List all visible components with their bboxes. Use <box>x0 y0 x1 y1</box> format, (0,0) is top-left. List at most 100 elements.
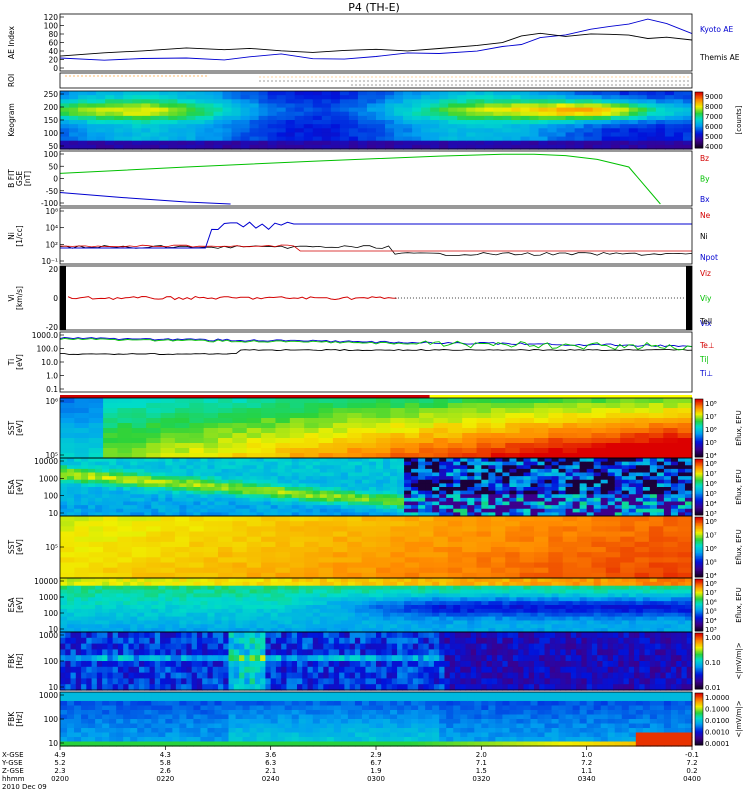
sst-ion-colorbar-step <box>695 568 703 570</box>
esa-ion-heatmap-cell <box>284 593 293 598</box>
keogram-heatmap-cell <box>231 124 242 129</box>
sst-electron-heatmap-cell <box>218 418 233 424</box>
esa-electron-heatmap-cell <box>151 461 159 466</box>
esa-electron-heatmap-cell <box>354 468 363 474</box>
sst-ion-heatmap-cell <box>534 536 549 543</box>
esa-electron-heatmap-cell <box>186 483 195 488</box>
roi-dot <box>667 76 669 78</box>
esa-ion-heatmap <box>60 578 693 633</box>
keogram-heatmap-cell <box>96 136 106 142</box>
roi-dot <box>105 75 107 77</box>
esa-electron-heatmap-cell <box>186 512 195 517</box>
esa-electron-heatmap-cell <box>565 512 574 517</box>
keogram-heatmap-cell <box>538 140 549 146</box>
sst-electron-heatmap-cell <box>419 413 435 419</box>
roi-dot <box>575 76 577 78</box>
esa-ion-heatmap-cell <box>186 612 195 618</box>
esa-electron-heatmap-cell <box>200 501 209 506</box>
sst-electron-heatmap-cell <box>218 403 233 409</box>
sst-electron-heatmap-cell <box>548 418 564 424</box>
sst-electron-heatmap-cell <box>519 418 535 424</box>
esa-ion-heatmap-cell <box>60 612 68 618</box>
roi-dot <box>655 84 657 86</box>
sst-ion-heatmap-cell <box>376 562 391 569</box>
sst-electron-heatmap-cell <box>577 423 593 429</box>
sst-ion-heatmap-cell <box>275 567 291 574</box>
sst-electron-heatmap-cell <box>246 433 262 439</box>
esa-electron-heatmap-cell <box>333 472 342 477</box>
sst-ion-heatmap-cell <box>462 531 478 538</box>
esa-electron-heatmap-cell <box>60 487 68 492</box>
sst-electron-heatmap-cell <box>390 423 406 429</box>
keogram-heatmap-cell <box>385 111 395 117</box>
esa-ion-heatmap-cell <box>60 581 68 587</box>
keogram-heatmap-cell <box>421 124 431 129</box>
keogram-heatmap-cell <box>601 144 612 150</box>
esa-electron-heatmap-cell <box>453 512 461 517</box>
esa-electron-colorbar-step <box>695 459 703 461</box>
esa-electron-heatmap-cell <box>207 505 216 510</box>
esa-electron-heatmap-cell <box>600 497 609 503</box>
sst-electron-heatmap-cell <box>419 398 435 404</box>
sst-electron-heatmap-cell <box>663 448 679 454</box>
esa-electron-heatmap-cell <box>586 494 595 499</box>
keogram-heatmap-cell <box>385 136 395 142</box>
sst-electron-heatmap-cell <box>620 448 636 454</box>
esa-ion-heatmap-cell <box>144 585 152 591</box>
sst-electron-heatmap-cell <box>677 398 693 404</box>
roi-dot <box>423 84 425 86</box>
esa-electron-heatmap-cell <box>488 468 496 474</box>
esa-ion-heatmap-cell <box>488 597 496 602</box>
esa-electron-heatmap-cell <box>586 461 595 466</box>
sst-electron-heatmap-cell <box>203 403 219 409</box>
esa-electron-heatmap-cell <box>376 490 384 495</box>
esa-electron-heatmap-cell <box>523 494 532 499</box>
esa-ion-heatmap-cell <box>495 612 503 618</box>
esa-electron-heatmap-cell <box>319 476 328 481</box>
esa-ion-heatmap-cell <box>305 593 314 598</box>
sst-ion-heatmap-cell <box>548 516 564 522</box>
sst-ion-heatmap-cell <box>74 567 90 574</box>
sst-electron-heatmap-cell <box>605 398 621 404</box>
esa-electron-heatmap-cell <box>523 468 532 474</box>
esa-electron-heatmap-cell <box>509 461 518 466</box>
esa-electron-heatmap-cell <box>481 508 489 513</box>
esa-electron-heatmap-cell <box>481 483 489 488</box>
esa-ion-heatmap-cell <box>551 620 560 625</box>
esa-ion-heatmap-cell <box>298 624 307 629</box>
esa-electron-heatmap-cell <box>249 512 258 517</box>
esa-ion-heatmap-cell <box>95 593 103 598</box>
sst-ion-heatmap-cell <box>605 572 621 579</box>
keogram-heatmap-cell <box>439 128 449 134</box>
keogram-heatmap-cell <box>96 91 106 96</box>
keogram-heatmap-cell <box>222 103 233 109</box>
sst-electron-heatmap-cell <box>203 438 219 444</box>
esa-electron-heatmap-cell <box>565 479 574 484</box>
esa-electron-heatmap-cell <box>60 512 68 517</box>
sst-electron-heatmap-cell <box>376 408 391 414</box>
sst-ion-heatmap-cell <box>103 557 119 564</box>
keogram-heatmap-cell <box>285 144 296 150</box>
esa-ion-heatmap-cell <box>354 578 363 583</box>
esa-ion-heatmap-cell <box>333 589 342 595</box>
esa-electron-heatmap-cell <box>144 461 152 466</box>
esa-electron-heatmap-cell <box>649 468 658 474</box>
keogram-heatmap-cell <box>258 91 269 96</box>
keogram-colorbar-step <box>695 99 703 101</box>
ti-tipar-line <box>59 337 693 351</box>
esa-electron-heatmap-cell <box>319 497 328 503</box>
roi-dot <box>651 76 653 78</box>
sst-ion-heatmap-cell <box>131 516 147 522</box>
esa-electron-heatmap-cell <box>263 490 272 495</box>
esa-electron-heatmap-cell <box>67 468 75 474</box>
esa-ion-heatmap-cell <box>516 585 525 591</box>
sst-ion-colorbar-step <box>695 544 703 546</box>
esa-electron-heatmap-cell <box>263 505 272 510</box>
esa-ion-heatmap-cell <box>404 624 412 629</box>
keogram-heatmap-cell <box>159 115 169 121</box>
keogram-heatmap-cell <box>87 99 97 105</box>
sst-ion-heatmap-cell <box>419 541 435 548</box>
esa-ion-heatmap-cell <box>95 597 103 602</box>
sst-electron-heatmap-cell <box>605 413 621 419</box>
esa-electron-heatmap-cell <box>558 472 567 477</box>
